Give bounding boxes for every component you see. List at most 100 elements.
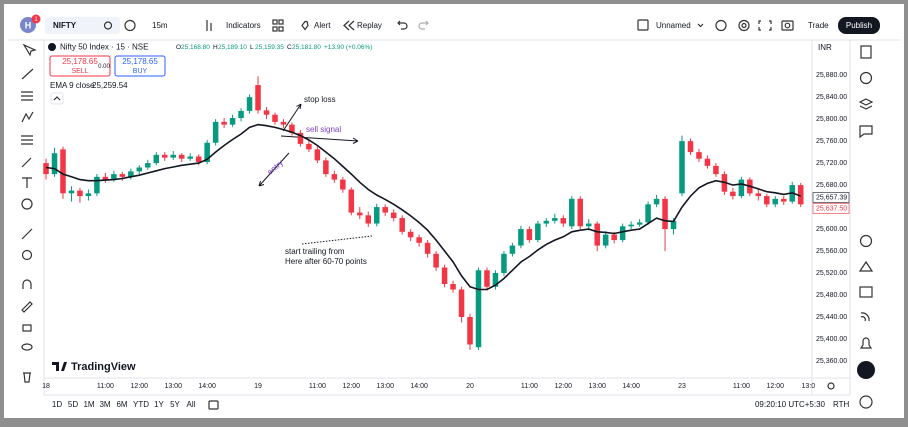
ohlc-value: 25,189.10: [218, 44, 247, 51]
visibility-tool[interactable]: [21, 343, 33, 351]
collapse-legend[interactable]: [50, 92, 64, 105]
session[interactable]: RTH: [833, 400, 850, 409]
candle-body: [204, 142, 210, 163]
buy-box[interactable]: [114, 55, 166, 77]
layout-name[interactable]: Unnamed: [656, 21, 691, 30]
publish-button[interactable]: [838, 17, 880, 34]
streams[interactable]: [860, 312, 870, 322]
range-button[interactable]: 1D: [52, 400, 62, 409]
candle-body: [628, 224, 634, 227]
ohlc-key: C: [287, 44, 292, 51]
ideas[interactable]: [858, 260, 874, 272]
help[interactable]: [859, 395, 873, 409]
lock-drawing-tool[interactable]: [21, 301, 33, 313]
watchlist[interactable]: [860, 45, 872, 59]
projection-tool[interactable]: [21, 135, 33, 145]
sell-box[interactable]: [49, 55, 111, 77]
y-tick-label: 25,880.00: [816, 72, 847, 79]
interval[interactable]: 15m: [152, 21, 168, 30]
ruler-tool[interactable]: [21, 228, 33, 240]
ohlc-value: 25,168.80: [181, 44, 210, 51]
trash-tool[interactable]: [23, 372, 31, 383]
candle-body: [645, 204, 651, 223]
candle-body: [670, 220, 677, 230]
spread: 0.00: [98, 64, 110, 70]
candle-body: [68, 190, 75, 194]
fib-tool[interactable]: [21, 91, 33, 101]
candle-body: [85, 193, 92, 197]
fullscreen-icon[interactable]: [758, 20, 772, 31]
candle-body: [111, 174, 117, 180]
candle-body: [450, 284, 456, 290]
trade-button[interactable]: Trade: [808, 21, 829, 30]
calendar[interactable]: [859, 286, 873, 298]
symbol-box[interactable]: [45, 17, 120, 34]
candle-body: [77, 190, 83, 197]
magnet-tool[interactable]: [22, 279, 32, 289]
layout-checkbox[interactable]: [637, 19, 649, 31]
notifications[interactable]: [859, 337, 873, 349]
emoji-tool[interactable]: [21, 198, 33, 210]
date-range-icon[interactable]: [208, 400, 219, 410]
plot: 25,880.00 25,840.00 25,800.00 25,760.00 25,7…: [42, 72, 850, 390]
text-tool[interactable]: [22, 177, 32, 188]
range-button[interactable]: 6M: [116, 400, 127, 409]
x-tick-label: 12:00: [767, 383, 785, 390]
alert-button[interactable]: Alert: [314, 21, 331, 30]
candle-body: [797, 185, 804, 205]
range-button[interactable]: 1Y: [154, 400, 164, 409]
settings-icon[interactable]: [738, 19, 750, 32]
candle-body: [323, 160, 329, 175]
zoom-tool[interactable]: [21, 249, 33, 261]
alerts[interactable]: [859, 71, 873, 85]
symbol-logo: [48, 43, 56, 51]
candle-body: [518, 229, 524, 246]
replay-button[interactable]: Replay: [357, 21, 382, 30]
snapshot-icon: [784, 22, 791, 29]
ema-value: 25,259.54: [92, 81, 128, 90]
range-bar: 1D 5D 1M 3M 6M YTD 1Y 5Y All: [52, 400, 196, 409]
range-button[interactable]: 3M: [99, 400, 110, 409]
compare-icon[interactable]: [103, 21, 113, 30]
range-button[interactable]: YTD: [133, 400, 149, 409]
candle-body: [390, 212, 397, 219]
templates-icon: [278, 26, 284, 32]
lock-tool[interactable]: [22, 324, 32, 332]
range-button[interactable]: All: [187, 400, 196, 409]
cursor-tool[interactable]: [22, 43, 37, 57]
candle-body: [687, 141, 694, 153]
brush-tool[interactable]: [21, 157, 32, 168]
candle-body: [696, 152, 702, 159]
indicators-button[interactable]: Indicators: [226, 21, 261, 30]
x-tick-label: 11:00: [521, 383, 538, 390]
pattern-tool[interactable]: [21, 111, 34, 123]
chat[interactable]: [859, 125, 873, 139]
quick-search[interactable]: [715, 19, 727, 32]
range-button[interactable]: 5Y: [170, 400, 180, 409]
x-tick-label: 19: [254, 383, 262, 390]
trend-line-tool[interactable]: [21, 68, 34, 80]
currency[interactable]: INR: [818, 43, 832, 52]
redo-icon[interactable]: [418, 20, 429, 30]
candle-body: [569, 198, 575, 227]
snapshot-icon[interactable]: [781, 20, 794, 31]
templates-icon[interactable]: [272, 19, 278, 25]
y-tick-label: 25,680.00: [816, 182, 847, 189]
candle-body: [501, 253, 507, 274]
templates-icon: [272, 26, 278, 32]
undo-icon[interactable]: [397, 20, 408, 30]
range-button[interactable]: 1M: [83, 400, 94, 409]
layers[interactable]: [858, 98, 874, 110]
x-tick-label: 14:00: [410, 383, 428, 390]
add-icon[interactable]: [124, 19, 136, 32]
range-button[interactable]: 5D: [68, 400, 78, 409]
candle-body: [611, 234, 617, 241]
candle-body: [467, 316, 473, 345]
candle-body: [662, 198, 668, 230]
apps[interactable]: [857, 361, 875, 379]
x-tick-label: 13:00: [376, 383, 394, 390]
y-tick-label: 25,440.00: [816, 314, 847, 321]
axis-settings[interactable]: [827, 382, 835, 390]
layout-menu[interactable]: [697, 23, 704, 28]
target[interactable]: [859, 234, 873, 248]
